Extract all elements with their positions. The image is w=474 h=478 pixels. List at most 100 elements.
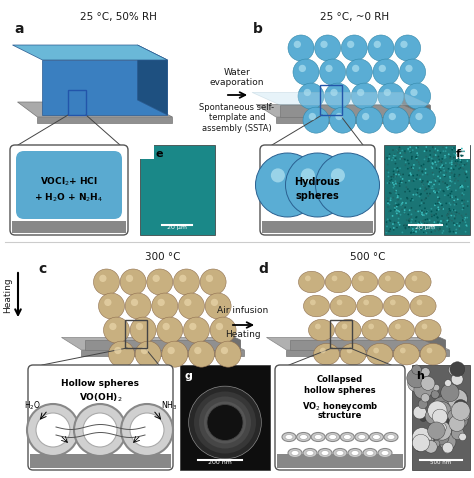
Circle shape [431, 403, 451, 424]
Circle shape [447, 410, 460, 422]
Circle shape [413, 164, 415, 166]
Circle shape [387, 201, 389, 203]
Circle shape [445, 380, 451, 387]
Circle shape [448, 231, 450, 233]
Circle shape [453, 222, 455, 224]
Circle shape [438, 191, 439, 193]
Circle shape [407, 149, 409, 151]
Circle shape [431, 216, 433, 217]
Circle shape [397, 205, 399, 206]
Circle shape [427, 348, 432, 353]
Circle shape [390, 210, 392, 211]
Circle shape [397, 167, 399, 169]
Circle shape [455, 165, 456, 167]
Circle shape [454, 174, 456, 175]
Text: 25 °C, 50% RH: 25 °C, 50% RH [80, 12, 156, 22]
Circle shape [465, 221, 466, 223]
Ellipse shape [381, 450, 389, 456]
Circle shape [412, 230, 414, 232]
Ellipse shape [318, 448, 332, 457]
Circle shape [329, 107, 356, 133]
Ellipse shape [300, 435, 308, 439]
Circle shape [388, 182, 390, 184]
Circle shape [399, 185, 401, 187]
Circle shape [418, 170, 419, 172]
Text: VOCl$_2$+ HCl: VOCl$_2$+ HCl [40, 176, 98, 188]
Circle shape [390, 193, 392, 194]
Circle shape [416, 174, 418, 176]
Circle shape [399, 152, 401, 154]
Circle shape [373, 59, 399, 85]
FancyBboxPatch shape [28, 365, 173, 470]
Circle shape [453, 391, 467, 405]
Circle shape [298, 83, 324, 109]
Circle shape [454, 183, 456, 184]
Circle shape [410, 146, 411, 148]
Circle shape [395, 192, 397, 194]
Circle shape [130, 413, 164, 447]
Circle shape [423, 228, 425, 230]
Circle shape [255, 153, 319, 217]
Circle shape [347, 41, 354, 48]
Circle shape [434, 161, 436, 163]
Circle shape [404, 213, 405, 215]
Circle shape [416, 147, 417, 149]
Circle shape [331, 168, 345, 183]
Circle shape [436, 164, 438, 166]
Circle shape [430, 187, 432, 189]
Circle shape [394, 222, 395, 223]
Circle shape [446, 223, 447, 225]
Circle shape [404, 159, 406, 160]
Circle shape [415, 231, 417, 233]
Circle shape [411, 275, 417, 281]
Circle shape [426, 223, 428, 225]
Circle shape [419, 194, 421, 196]
Circle shape [346, 348, 352, 353]
Circle shape [393, 229, 395, 231]
Circle shape [392, 175, 394, 177]
Bar [125, 320, 147, 348]
Circle shape [409, 167, 411, 169]
Circle shape [452, 209, 454, 211]
Circle shape [435, 188, 437, 190]
Circle shape [435, 203, 437, 205]
Circle shape [460, 154, 462, 156]
Circle shape [455, 178, 456, 179]
Circle shape [387, 197, 389, 199]
Circle shape [423, 219, 425, 221]
Circle shape [453, 215, 455, 217]
Circle shape [408, 180, 410, 182]
Polygon shape [418, 327, 446, 350]
Circle shape [411, 158, 413, 160]
Circle shape [407, 168, 409, 170]
Circle shape [433, 148, 435, 149]
Circle shape [422, 174, 424, 175]
Text: b: b [253, 22, 263, 36]
Circle shape [315, 35, 341, 61]
Circle shape [458, 186, 460, 188]
Circle shape [429, 193, 431, 195]
Circle shape [114, 347, 121, 354]
Circle shape [448, 186, 450, 187]
Circle shape [450, 215, 452, 217]
Circle shape [449, 186, 451, 188]
Circle shape [401, 155, 402, 157]
Circle shape [395, 175, 397, 177]
Circle shape [413, 231, 415, 233]
Circle shape [194, 347, 201, 354]
Circle shape [409, 226, 410, 227]
Circle shape [417, 192, 419, 194]
Polygon shape [137, 45, 167, 115]
Circle shape [387, 202, 389, 204]
Circle shape [437, 157, 438, 159]
Circle shape [210, 317, 236, 343]
Circle shape [417, 189, 419, 191]
Circle shape [419, 167, 420, 169]
Circle shape [395, 185, 397, 186]
Circle shape [454, 224, 456, 226]
Circle shape [432, 160, 434, 162]
Circle shape [439, 228, 441, 230]
Circle shape [383, 107, 409, 133]
Text: 20 µm: 20 µm [415, 225, 435, 230]
Circle shape [189, 387, 261, 458]
